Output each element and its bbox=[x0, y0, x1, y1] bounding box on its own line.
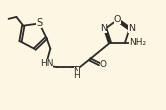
Text: N: N bbox=[128, 24, 135, 33]
Text: H: H bbox=[74, 71, 80, 80]
Text: N: N bbox=[74, 68, 80, 76]
Text: O: O bbox=[114, 15, 121, 24]
Text: O: O bbox=[100, 60, 107, 69]
Text: S: S bbox=[36, 18, 42, 28]
Text: N: N bbox=[100, 24, 107, 33]
Text: HN: HN bbox=[40, 59, 53, 68]
Text: NH₂: NH₂ bbox=[129, 38, 146, 47]
